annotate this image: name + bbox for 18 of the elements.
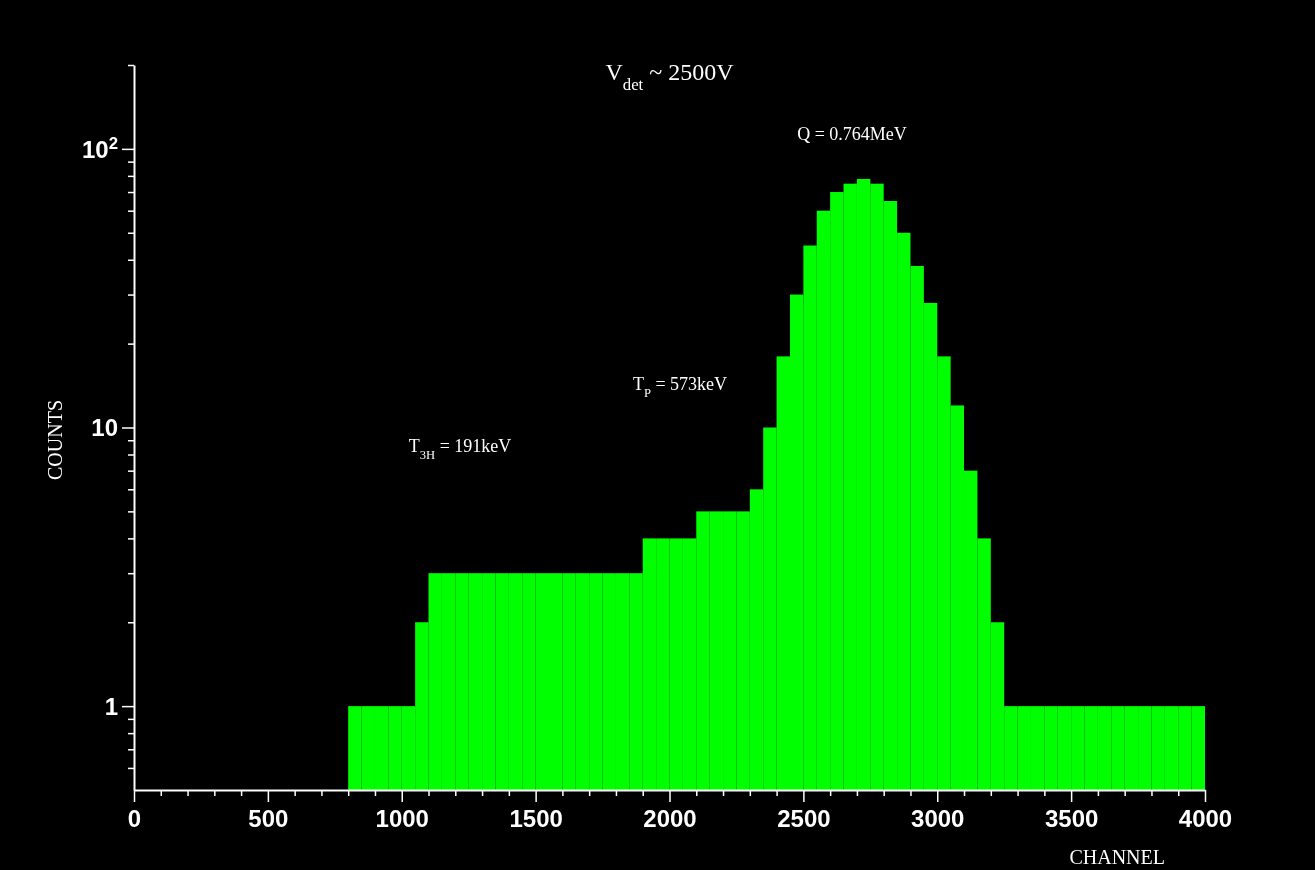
annotation: Q = 0.764MeV	[797, 124, 907, 144]
x-tick-label: 1500	[509, 805, 563, 833]
x-tick-label: 2500	[777, 805, 831, 833]
chart-title: V$_{det}$ ~ 2500V	[605, 59, 735, 94]
y-tick-label: 10	[91, 414, 118, 442]
y-axis-title: COUNTS	[44, 399, 66, 480]
x-tick-label: 4000	[1178, 805, 1233, 833]
x-tick-label: 1000	[375, 805, 429, 833]
y-tick-label: 1	[104, 693, 118, 721]
x-tick-label: 3500	[1044, 805, 1099, 833]
x-tick-label: 2000	[643, 805, 697, 833]
annotation: T$_{P}$ = 573keV	[632, 374, 728, 400]
x-axis-title: CHANNEL	[1069, 846, 1165, 868]
annotation: T$_{3H}$ = 191keV	[408, 436, 512, 462]
x-tick-label: 500	[248, 805, 289, 833]
x-tick-label: 3000	[911, 805, 965, 833]
y-tick-label: 10$^{2}$	[81, 133, 118, 163]
x-tick-label: 0	[127, 805, 142, 833]
